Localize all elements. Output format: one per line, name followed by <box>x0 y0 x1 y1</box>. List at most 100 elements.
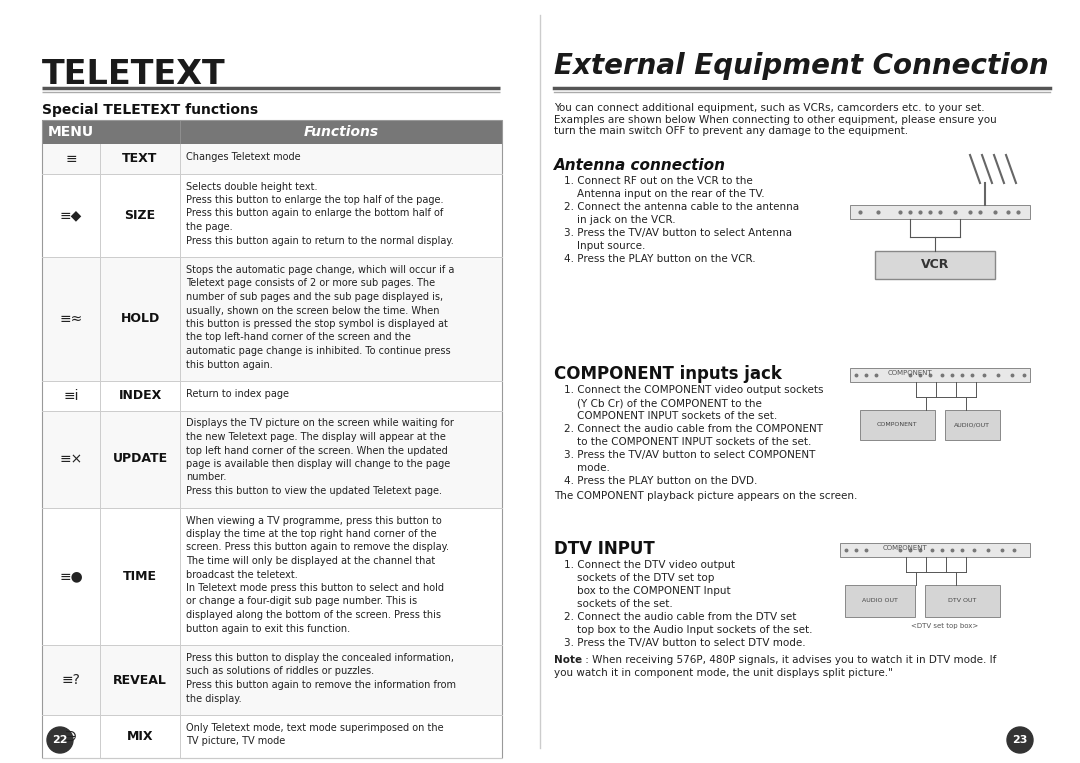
Text: 23: 23 <box>1012 735 1028 745</box>
Text: 1. Connect the COMPONENT video output sockets: 1. Connect the COMPONENT video output so… <box>564 385 824 395</box>
Text: (Y Cb Cr) of the COMPONENT to the: (Y Cb Cr) of the COMPONENT to the <box>564 398 761 408</box>
Text: ≡×: ≡× <box>59 452 83 466</box>
Text: 2. Connect the antenna cable to the antenna: 2. Connect the antenna cable to the ante… <box>564 202 799 212</box>
Text: Press this button to display the concealed information,: Press this button to display the conceal… <box>186 653 454 663</box>
Text: In Teletext mode press this button to select and hold: In Teletext mode press this button to se… <box>186 583 444 593</box>
Text: 4. Press the PLAY button on the VCR.: 4. Press the PLAY button on the VCR. <box>564 254 756 264</box>
Text: <DTV set top box>: <DTV set top box> <box>912 623 978 629</box>
Bar <box>42 410 502 507</box>
Text: TIME: TIME <box>123 570 157 583</box>
Text: number of sub pages and the sub page displayed is,: number of sub pages and the sub page dis… <box>186 292 443 302</box>
Bar <box>42 507 502 645</box>
Text: COMPONENT: COMPONENT <box>877 423 917 427</box>
Text: or change a four-digit sub page number. This is: or change a four-digit sub page number. … <box>186 597 417 607</box>
Text: screen. Press this button again to remove the display.: screen. Press this button again to remov… <box>186 542 449 552</box>
Text: ≡≈: ≡≈ <box>59 312 83 326</box>
Text: ≡i: ≡i <box>64 389 79 403</box>
Text: COMPONENT: COMPONENT <box>888 370 932 376</box>
Text: DTV INPUT: DTV INPUT <box>554 540 654 558</box>
Bar <box>42 381 502 410</box>
Text: Note: Note <box>554 655 582 665</box>
Text: 22: 22 <box>52 735 68 745</box>
Text: AUDIO/OUT: AUDIO/OUT <box>954 423 990 427</box>
Bar <box>860 410 935 440</box>
Text: number.: number. <box>186 472 227 482</box>
Text: sockets of the set.: sockets of the set. <box>564 599 673 609</box>
Bar <box>42 645 502 715</box>
Text: 3. Press the TV/AV button to select DTV mode.: 3. Press the TV/AV button to select DTV … <box>564 638 806 648</box>
Text: REVEAL: REVEAL <box>113 674 167 687</box>
Text: top box to the Audio Input sockets of the set.: top box to the Audio Input sockets of th… <box>564 625 812 635</box>
Text: TELETEXT: TELETEXT <box>42 58 226 91</box>
Text: Press this button again to remove the information from: Press this button again to remove the in… <box>186 680 456 690</box>
Text: INDEX: INDEX <box>119 389 162 402</box>
Bar <box>42 144 502 173</box>
Text: Only Teletext mode, text mode superimposed on the: Only Teletext mode, text mode superimpos… <box>186 723 444 733</box>
Text: The COMPONENT playback picture appears on the screen.: The COMPONENT playback picture appears o… <box>554 491 858 501</box>
Text: you watch it in component mode, the unit displays split picture.": you watch it in component mode, the unit… <box>554 668 893 678</box>
Text: TV picture, TV mode: TV picture, TV mode <box>186 736 285 746</box>
Text: MENU: MENU <box>48 125 94 139</box>
Text: display the time at the top right hand corner of the: display the time at the top right hand c… <box>186 529 436 539</box>
Text: ≡?: ≡? <box>62 673 80 687</box>
Text: Press this button to enlarge the top half of the page.: Press this button to enlarge the top hal… <box>186 195 444 205</box>
Text: Antenna input on the rear of the TV.: Antenna input on the rear of the TV. <box>564 189 765 199</box>
Text: Press this button to view the updated Teletext page.: Press this button to view the updated Te… <box>186 486 442 496</box>
Text: 2. Connect the audio cable from the DTV set: 2. Connect the audio cable from the DTV … <box>564 612 796 622</box>
Text: VCR: VCR <box>921 259 949 272</box>
Text: Press this button again to return to the normal display.: Press this button again to return to the… <box>186 236 454 246</box>
Text: usually, shown on the screen below the time. When: usually, shown on the screen below the t… <box>186 305 440 315</box>
Text: 1. Connect the DTV video output: 1. Connect the DTV video output <box>564 560 735 570</box>
Text: Press this button again to enlarge the bottom half of: Press this button again to enlarge the b… <box>186 208 443 218</box>
Bar <box>924 585 1000 617</box>
Bar <box>42 715 502 758</box>
Text: button again to exit this function.: button again to exit this function. <box>186 623 350 633</box>
Text: TEXT: TEXT <box>122 153 158 166</box>
Bar <box>850 205 1030 219</box>
Text: 2. Connect the audio cable from the COMPONENT: 2. Connect the audio cable from the COMP… <box>564 424 823 434</box>
Text: Stops the automatic page change, which will occur if a: Stops the automatic page change, which w… <box>186 265 455 275</box>
Text: You can connect additional equipment, such as VCRs, camcorders etc. to your set.: You can connect additional equipment, su… <box>554 103 997 137</box>
Text: COMPONENT INPUT sockets of the set.: COMPONENT INPUT sockets of the set. <box>564 411 778 421</box>
Text: External Equipment Connection: External Equipment Connection <box>554 52 1049 80</box>
Bar <box>42 173 502 257</box>
Text: ∋: ∋ <box>65 729 77 743</box>
Text: Special TELETEXT functions: Special TELETEXT functions <box>42 103 258 117</box>
Bar <box>42 120 502 758</box>
Text: Selects double height text.: Selects double height text. <box>186 182 318 192</box>
Text: ≡: ≡ <box>65 152 77 166</box>
Text: the display.: the display. <box>186 694 242 703</box>
Text: ≡◆: ≡◆ <box>59 208 82 222</box>
Text: Antenna connection: Antenna connection <box>554 158 726 173</box>
Bar <box>850 368 1030 382</box>
Text: 4. Press the PLAY button on the DVD.: 4. Press the PLAY button on the DVD. <box>564 476 757 486</box>
Text: the page.: the page. <box>186 222 232 232</box>
Text: to the COMPONENT INPUT sockets of the set.: to the COMPONENT INPUT sockets of the se… <box>564 437 811 447</box>
Text: Changes Teletext mode: Changes Teletext mode <box>186 152 300 162</box>
Text: such as solutions of riddles or puzzles.: such as solutions of riddles or puzzles. <box>186 667 374 677</box>
Text: 1. Connect RF out on the VCR to the: 1. Connect RF out on the VCR to the <box>564 176 753 186</box>
Bar <box>42 120 502 144</box>
Bar <box>0 0 540 763</box>
Text: the top left-hand corner of the screen and the: the top left-hand corner of the screen a… <box>186 333 410 343</box>
Text: DTV OUT: DTV OUT <box>948 598 976 604</box>
Bar <box>42 257 502 381</box>
Text: HOLD: HOLD <box>120 313 160 326</box>
Circle shape <box>48 727 73 753</box>
Text: COMPONENT: COMPONENT <box>882 545 928 551</box>
Text: UPDATE: UPDATE <box>112 452 167 465</box>
Text: MIX: MIX <box>126 730 153 743</box>
Text: the new Teletext page. The display will appear at the: the new Teletext page. The display will … <box>186 432 446 442</box>
Text: 3. Press the TV/AV button to select COMPONENT: 3. Press the TV/AV button to select COMP… <box>564 450 815 460</box>
Text: When viewing a TV programme, press this button to: When viewing a TV programme, press this … <box>186 516 442 526</box>
Text: ≡●: ≡● <box>59 569 83 583</box>
Text: mode.: mode. <box>564 463 610 473</box>
Text: The time will only be displayed at the channel that: The time will only be displayed at the c… <box>186 556 435 566</box>
Text: broadcast the teletext.: broadcast the teletext. <box>186 569 298 580</box>
Text: Input source.: Input source. <box>564 241 646 251</box>
Text: this button is pressed the stop symbol is displayed at: this button is pressed the stop symbol i… <box>186 319 448 329</box>
Text: sockets of the DTV set top: sockets of the DTV set top <box>564 573 714 583</box>
Text: box to the COMPONENT Input: box to the COMPONENT Input <box>564 586 731 596</box>
Text: Displays the TV picture on the screen while waiting for: Displays the TV picture on the screen wh… <box>186 418 454 429</box>
Text: top left hand corner of the screen. When the updated: top left hand corner of the screen. When… <box>186 446 448 456</box>
